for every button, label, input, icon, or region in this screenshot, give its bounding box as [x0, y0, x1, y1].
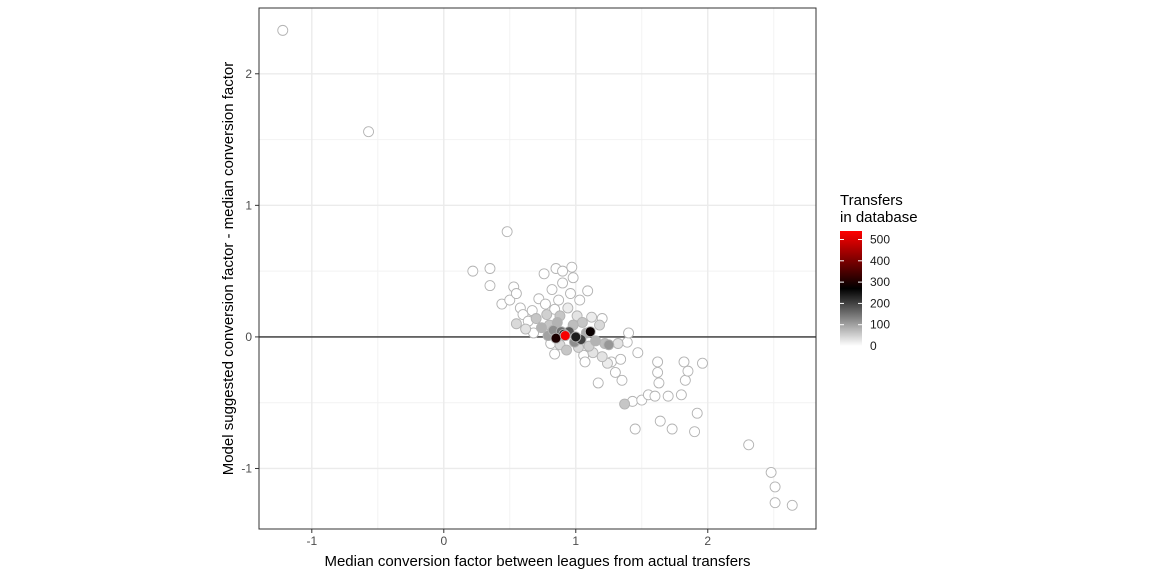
- scatter-point: [691, 407, 703, 419]
- scatter-point: [678, 356, 690, 368]
- scatter-point: [590, 335, 602, 347]
- scatter-point: [689, 426, 701, 438]
- x-axis-title: Median conversion factor between leagues…: [324, 553, 750, 570]
- scatter-point: [582, 285, 594, 297]
- scatter-point: [786, 499, 798, 511]
- scatter-point: [541, 309, 553, 320]
- scatter-point: [501, 226, 513, 238]
- scatter-point: [765, 466, 777, 478]
- scatter-point: [530, 313, 542, 324]
- legend-tick-label: 300: [870, 275, 890, 289]
- scatter-point: [652, 366, 664, 378]
- y-tick-label: 2: [245, 67, 252, 81]
- scatter-point: [666, 423, 678, 435]
- legend-tick-label: 400: [870, 254, 890, 268]
- scatter-point: [559, 330, 571, 342]
- scatter-point: [504, 294, 516, 306]
- scatter-point: [579, 356, 591, 368]
- scatter-point: [697, 357, 708, 369]
- scatter-point: [649, 390, 661, 402]
- scatter-point: [621, 336, 633, 348]
- scatter-point: [592, 377, 604, 389]
- scatter-point: [538, 268, 550, 280]
- x-tick-label: 0: [440, 534, 447, 548]
- legend-tick-label: 100: [870, 318, 890, 332]
- scatter-point: [584, 326, 596, 338]
- scatter-point: [467, 265, 479, 277]
- scatter-point: [769, 497, 781, 509]
- scatter-point: [553, 294, 565, 306]
- y-tick-label: 1: [245, 198, 252, 212]
- y-tick-label: 0: [245, 330, 252, 344]
- scatter-point: [615, 353, 627, 365]
- scatter-point: [539, 298, 551, 310]
- legend-title-line-1: Transfers: [840, 192, 903, 209]
- scatter-point: [603, 339, 615, 351]
- scatter-point: [675, 389, 687, 401]
- scatter-point: [609, 366, 621, 378]
- scatter-point: [682, 365, 694, 377]
- scatter-point: [629, 423, 641, 435]
- legend-tick-label: 200: [870, 296, 890, 310]
- x-tick-label: 2: [704, 534, 711, 548]
- scatter-point: [653, 377, 665, 389]
- scatter-point: [769, 481, 781, 493]
- scatter-point: [510, 288, 522, 299]
- y-tick-label: -1: [241, 461, 252, 475]
- legend-ticks: 0 100 200 300 400 500: [840, 233, 890, 353]
- x-axis: -1 0 1 2: [306, 529, 711, 548]
- scatter-point: [570, 331, 582, 343]
- scatter-point: [549, 348, 561, 360]
- scatter-point: [662, 390, 674, 402]
- scatter-point: [363, 126, 375, 138]
- scatter-point: [557, 265, 569, 277]
- scatter-point: [561, 344, 572, 356]
- scatter-point: [565, 288, 576, 299]
- scatter-point: [557, 277, 569, 289]
- scatter-point: [484, 263, 496, 274]
- scatter-point: [679, 374, 691, 386]
- legend-tick-label: 500: [870, 233, 890, 247]
- scatter-point: [574, 294, 586, 306]
- scatter-point: [623, 327, 635, 339]
- scatter-point: [743, 439, 755, 451]
- scatter-point: [566, 261, 578, 273]
- scatter-point: [567, 272, 579, 284]
- scatter-point: [277, 24, 289, 36]
- scatter-point: [546, 284, 558, 296]
- scatter-point: [520, 323, 532, 335]
- scatter-point: [484, 280, 496, 292]
- scatter-point: [654, 415, 666, 427]
- scatter-point: [594, 319, 605, 331]
- legend-color-bar: [840, 231, 862, 346]
- scatter-point: [510, 318, 522, 330]
- y-axis-title: Model suggested conversion factor - medi…: [220, 62, 237, 476]
- scatter-point: [652, 356, 664, 368]
- legend-title-line-2: in database: [840, 209, 918, 226]
- x-tick-label: -1: [306, 534, 317, 548]
- y-axis: -1 0 1 2: [241, 67, 259, 475]
- data-points: [277, 24, 798, 511]
- scatter-point: [562, 302, 574, 314]
- scatter-point: [619, 398, 631, 410]
- scatter-point: [612, 338, 624, 349]
- x-tick-label: 1: [572, 534, 579, 548]
- scatter-point: [576, 316, 588, 328]
- scatter-point: [616, 374, 628, 386]
- scatter-point: [596, 351, 608, 363]
- scatter-point: [536, 322, 547, 334]
- plot-panel-border: [258, 7, 817, 530]
- legend-tick-label: 0: [870, 339, 877, 353]
- scatter-point: [586, 311, 598, 323]
- scatter-point: [550, 332, 562, 344]
- color-legend: Transfers in database 0 100 200 300 400 500: [840, 192, 918, 353]
- scatter-point: [632, 347, 644, 359]
